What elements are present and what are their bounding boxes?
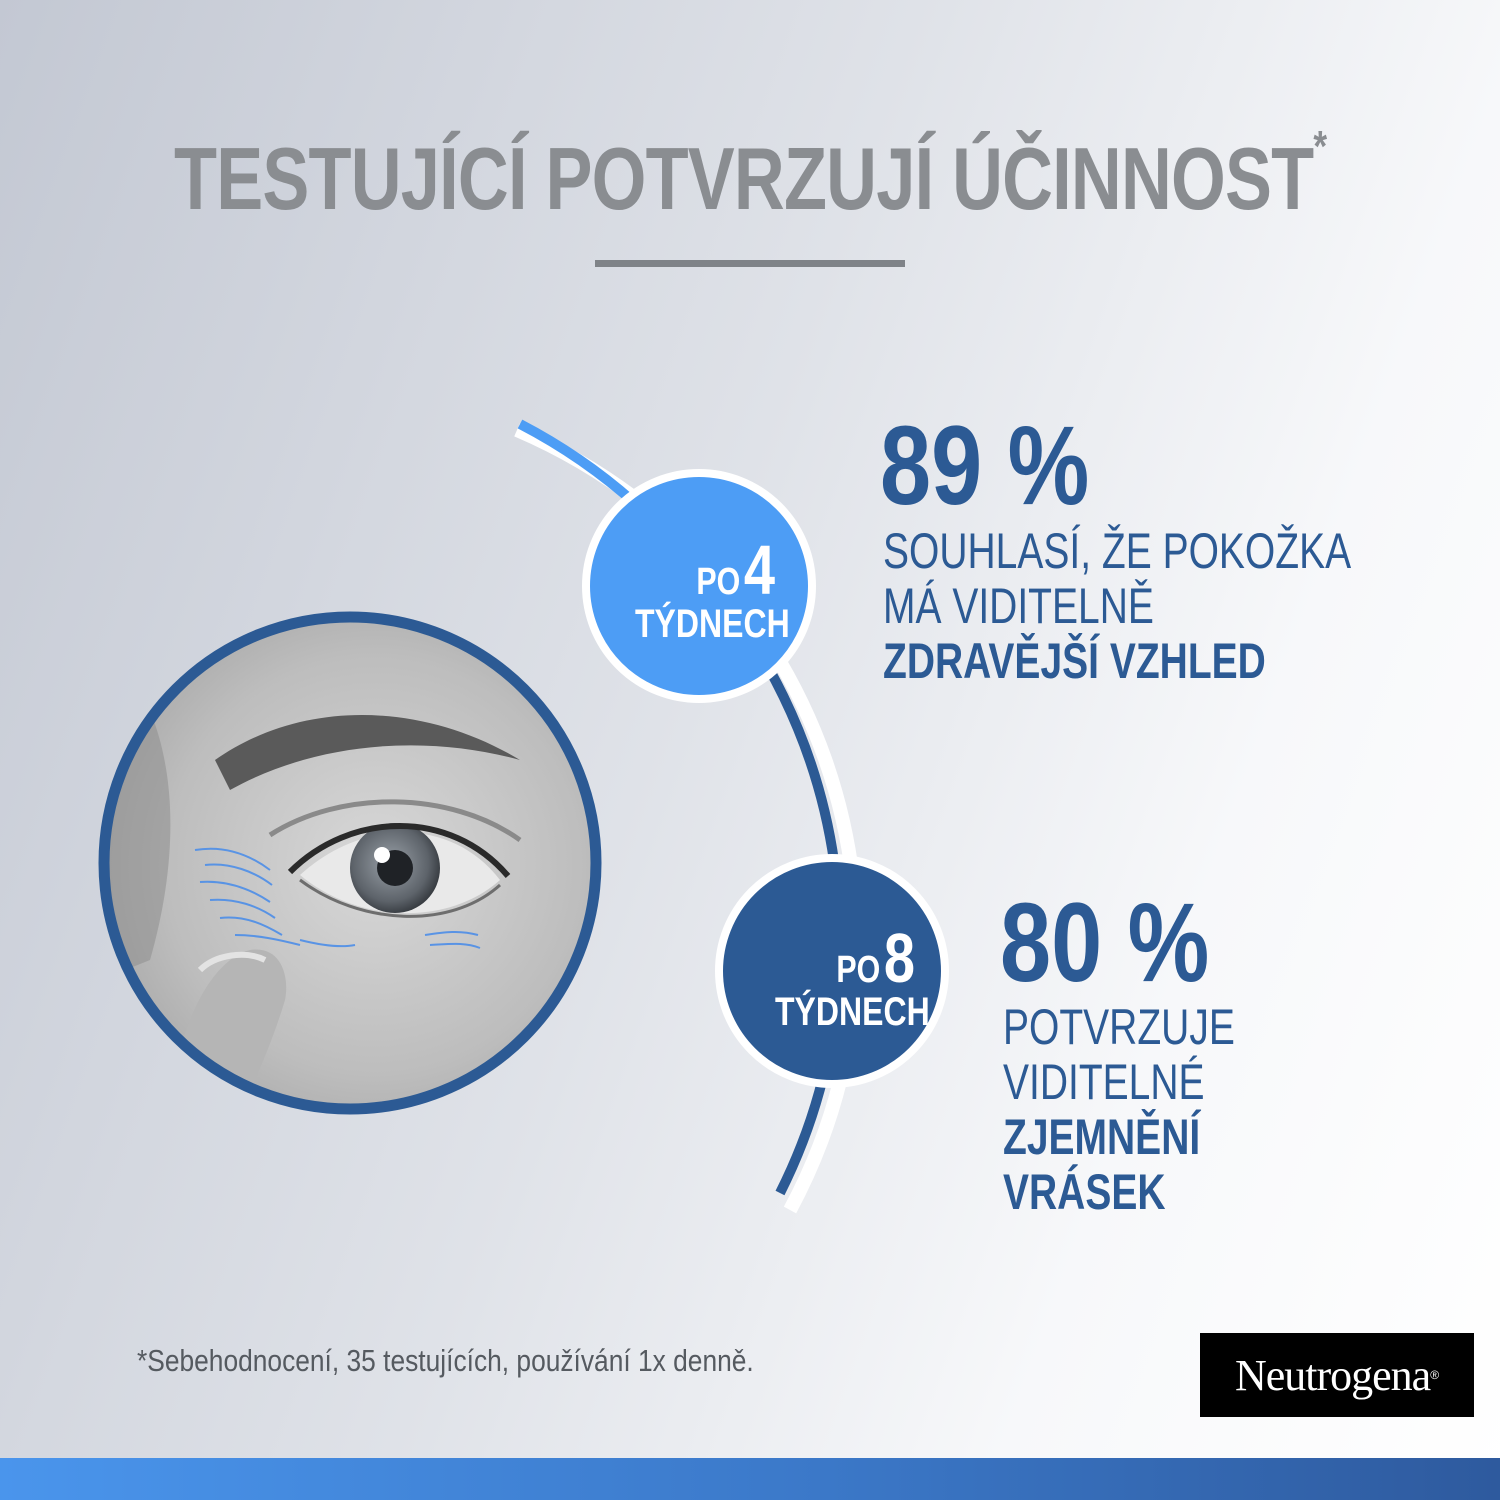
stat-1-line-1: SOUHLASÍ, ŽE POKOŽKA [883,523,1352,579]
badge-4-prefix: PO [696,561,741,603]
stat-1-description: SOUHLASÍ, ŽE POKOŽKA MÁ VIDITELNĚ ZDRAVĚ… [883,524,1351,689]
badge-4-label: PO 4 TÝDNECH [635,535,790,646]
title-divider [595,260,905,267]
badge-8-prefix: PO [836,949,881,991]
stat-1-line-3: ZDRAVĚJŠÍ VZHLED [883,633,1266,689]
photo-ring [98,611,602,1115]
stat-2-line-4: VRÁSEK [1003,1164,1166,1220]
logo-registered-mark: ® [1430,1368,1440,1382]
badge-8-label: PO 8 TÝDNECH [775,923,930,1034]
logo-text: Neutrogena [1234,1350,1431,1400]
title-asterisk: * [1313,122,1327,171]
stat-2-line-3: ZJEMNĚNÍ [1003,1109,1201,1165]
stat-2-line-1: POTVRZUJE [1003,999,1235,1055]
eye-closeup-photo [106,619,594,1107]
badge-8-weeks [715,854,949,1088]
stat-2-percent: 80 % [1000,880,1210,1005]
footnote: *Sebehodnocení, 35 testujících, používán… [137,1343,754,1378]
stat-1-line-2: MÁ VIDITELNĚ [883,578,1154,634]
stat-2-description: POTVRZUJE VIDITELNÉ ZJEMNĚNÍ VRÁSEK [1003,1000,1235,1220]
neutrogena-logo: Neutrogena ® [1200,1333,1474,1417]
badge-4-number: 4 [743,531,775,609]
badge-4-unit: TÝDNECH [635,602,790,646]
badge-8-unit: TÝDNECH [775,990,930,1034]
stat-1-percent: 89 % [880,403,1090,528]
stat-2-line-2: VIDITELNÉ [1003,1054,1205,1110]
title-text: TESTUJÍCÍ POTVRZUJÍ ÚČINNOST [173,129,1314,228]
bottom-accent-bar [0,1458,1500,1500]
badge-8-number: 8 [883,919,915,997]
page-title: TESTUJÍCÍ POTVRZUJÍ ÚČINNOST* [0,122,1500,230]
badge-4-weeks [582,469,816,703]
